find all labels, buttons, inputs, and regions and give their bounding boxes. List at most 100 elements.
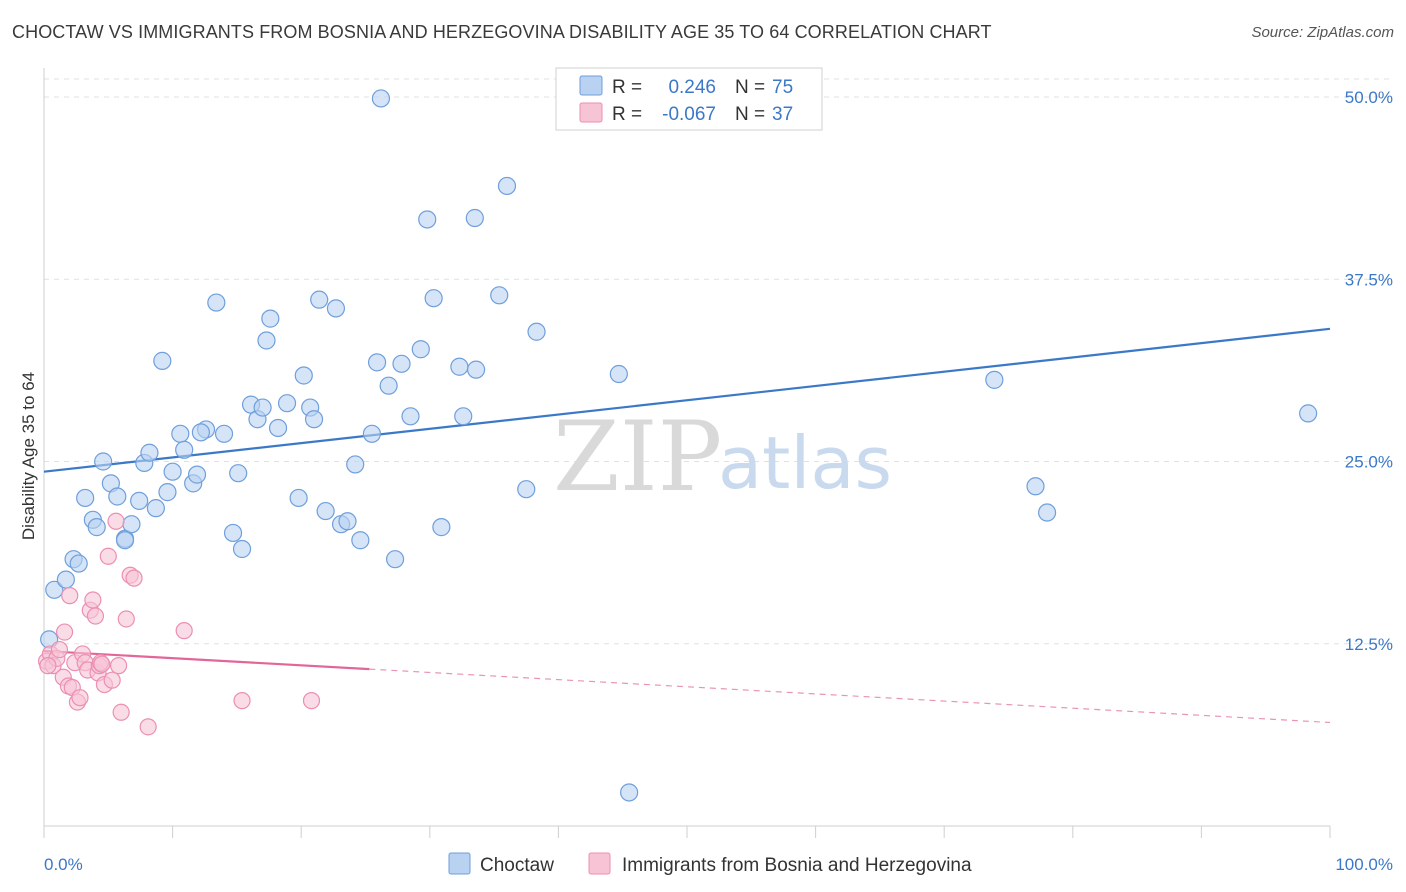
point-choctaw	[1026, 477, 1045, 496]
legend-r-label-1: R =	[612, 77, 642, 98]
trend-line-choctaw	[43, 327, 1331, 473]
point-choctaw	[346, 455, 365, 474]
trend-line-bosnia	[43, 649, 370, 671]
point-choctaw	[450, 357, 469, 376]
chart-source: Source: ZipAtlas.com	[1251, 24, 1394, 41]
legend-n-value-2: 37	[772, 104, 793, 125]
point-choctaw	[115, 531, 135, 550]
legend-n-value-1: 75	[772, 77, 793, 98]
point-choctaw	[229, 464, 248, 483]
point-choctaw	[268, 418, 288, 438]
point-choctaw	[223, 523, 243, 543]
point-choctaw	[261, 309, 280, 328]
point-choctaw	[371, 89, 391, 108]
point-choctaw	[490, 286, 509, 305]
point-choctaw	[304, 410, 324, 429]
point-choctaw	[432, 518, 451, 537]
point-choctaw	[310, 290, 329, 309]
point-choctaw	[316, 501, 335, 521]
correlation-legend: R = 0.246 N = 75 R = -0.067 N = 37	[555, 67, 823, 131]
point-choctaw	[187, 465, 207, 484]
bottom-legend-label-bosnia: Immigrants from Bosnia and Herzegovina	[622, 855, 972, 876]
legend-swatch-bosnia	[579, 102, 603, 123]
point-choctaw	[153, 351, 172, 370]
point-choctaw	[232, 539, 252, 559]
point-choctaw	[122, 515, 141, 534]
point-choctaw	[56, 570, 75, 589]
point-bosnia	[103, 671, 121, 689]
point-bosnia	[61, 587, 79, 605]
point-bosnia	[55, 623, 74, 641]
point-bosnia	[125, 569, 143, 587]
point-choctaw	[76, 488, 95, 508]
point-choctaw	[385, 550, 405, 569]
point-bosnia	[233, 692, 251, 710]
point-choctaw	[163, 462, 182, 481]
point-bosnia	[86, 607, 105, 625]
point-bosnia	[99, 547, 117, 565]
point-choctaw	[140, 443, 159, 462]
point-choctaw	[367, 353, 387, 372]
point-choctaw	[146, 499, 165, 518]
y-tick-labels: 12.5% 25.0% 37.5% 50.0%	[1345, 88, 1393, 654]
legend-r-value-2: -0.067	[662, 104, 716, 125]
point-choctaw	[401, 407, 420, 426]
point-bosnia	[107, 512, 125, 530]
point-choctaw	[289, 488, 308, 508]
point-choctaw	[465, 208, 484, 228]
x-tick-label-max: 100.0%	[1335, 855, 1393, 874]
point-choctaw	[1299, 404, 1318, 423]
series-legend: Choctaw Immigrants from Bosnia and Herze…	[448, 852, 972, 876]
trend-line-dashed-bosnia	[369, 668, 1331, 724]
point-bosnia	[139, 718, 157, 736]
point-choctaw	[253, 398, 272, 417]
point-bosnia	[93, 655, 111, 673]
point-choctaw	[527, 322, 546, 341]
bottom-legend-swatch-bosnia	[588, 852, 611, 875]
point-choctaw	[191, 423, 210, 442]
bottom-legend-label-choctaw: Choctaw	[480, 855, 554, 876]
point-choctaw	[294, 366, 313, 385]
watermark-atlas: atlas	[718, 421, 892, 505]
point-choctaw	[424, 289, 443, 308]
legend-n-label-1: N =	[735, 77, 765, 98]
point-choctaw	[454, 407, 473, 426]
point-choctaw	[392, 354, 411, 373]
point-choctaw	[214, 424, 234, 443]
point-choctaw	[620, 783, 639, 802]
point-choctaw	[207, 293, 226, 312]
point-choctaw	[277, 394, 297, 413]
point-choctaw	[351, 531, 370, 550]
point-bosnia	[302, 692, 321, 710]
point-bosnia	[109, 657, 128, 675]
point-bosnia	[175, 622, 193, 640]
point-choctaw	[158, 483, 177, 502]
point-choctaw	[418, 210, 437, 229]
legend-n-label-2: N =	[735, 104, 765, 125]
point-bosnia	[117, 610, 135, 628]
point-choctaw	[130, 491, 149, 510]
point-choctaw	[1037, 503, 1057, 522]
point-bosnia	[39, 657, 57, 675]
point-choctaw	[326, 299, 346, 318]
bottom-legend-swatch-choctaw	[448, 852, 471, 875]
grid-lines	[44, 78, 1394, 645]
point-bosnia	[112, 703, 130, 721]
point-choctaw	[94, 452, 113, 471]
trend-lines	[43, 327, 1331, 724]
point-choctaw	[45, 580, 64, 599]
point-choctaw	[69, 554, 88, 573]
point-choctaw	[171, 424, 190, 443]
point-choctaw	[985, 370, 1004, 389]
point-choctaw	[609, 364, 628, 384]
legend-r-label-2: R =	[612, 104, 642, 125]
legend-r-value-1: 0.246	[668, 77, 716, 98]
point-choctaw	[497, 176, 517, 196]
point-choctaw	[87, 518, 106, 537]
y-tick-label: 50.0%	[1345, 88, 1393, 107]
y-tick-label: 25.0%	[1345, 453, 1393, 472]
point-bosnia	[50, 640, 69, 659]
point-choctaw	[175, 440, 194, 459]
point-choctaw	[466, 360, 486, 379]
legend-swatch-choctaw	[579, 75, 603, 96]
